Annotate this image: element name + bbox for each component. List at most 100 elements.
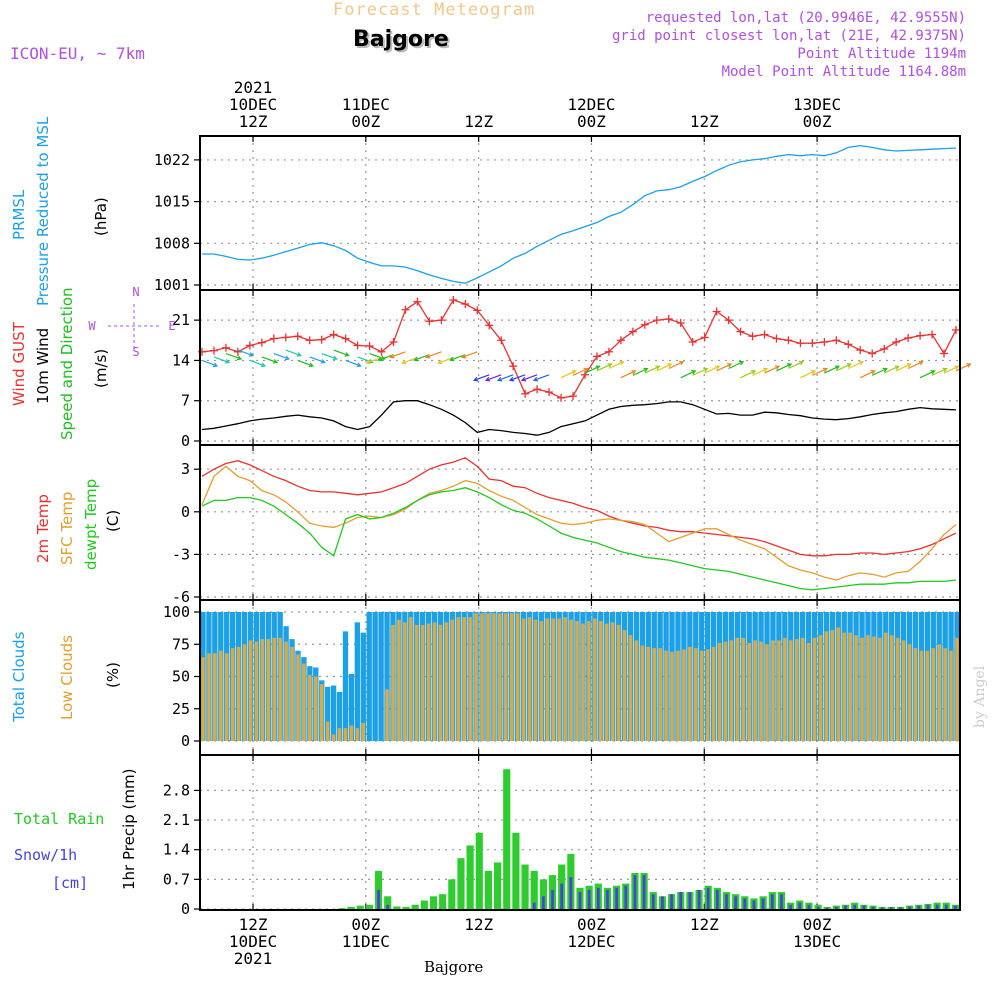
bar-low-clouds [207, 653, 211, 741]
bar-low-clouds [901, 640, 906, 741]
bar-low-clouds [343, 728, 348, 741]
bar-low-clouds [919, 650, 924, 741]
bar-low-clouds [711, 646, 716, 741]
bar-total-clouds [360, 632, 366, 741]
top-time-label: 2021 [234, 78, 273, 97]
prmsl-sublabel: Pressure Reduced to MSL [34, 116, 52, 306]
bar-low-clouds [504, 613, 508, 741]
bar-low-clouds [789, 640, 793, 741]
bar-rain [411, 904, 419, 909]
bar-low-clouds [450, 619, 455, 741]
y-tick-label: 7 [181, 392, 190, 410]
bar-rain [539, 879, 547, 909]
bar-rain [457, 858, 465, 909]
wind-arrow [656, 363, 673, 372]
y-tick-label: 1022 [154, 151, 190, 169]
wind-arrow [668, 360, 685, 370]
compass-letter: S [132, 345, 139, 359]
bar-low-clouds [254, 641, 259, 741]
bar-rain [494, 862, 502, 909]
gust-marker [245, 341, 254, 350]
bar-low-clouds [889, 635, 894, 741]
bar-low-clouds [753, 640, 757, 741]
wind-arrow [461, 351, 478, 359]
bar-snow [596, 887, 600, 909]
bar-snow [770, 894, 774, 909]
bar-snow [835, 906, 838, 909]
wind-arrow [836, 363, 852, 372]
bar-low-clouds [640, 645, 645, 741]
bar-low-clouds [854, 635, 858, 741]
bottom-time-label: 00Z [577, 915, 606, 934]
gust-marker [221, 343, 230, 352]
gust-marker [485, 321, 494, 330]
bar-low-clouds [694, 648, 698, 741]
bar-low-clouds [521, 618, 526, 741]
bar-low-clouds [266, 639, 271, 741]
bar-rain [448, 879, 456, 909]
y-tick-label: 1015 [154, 193, 190, 211]
wind-arrow [449, 354, 466, 362]
wind-arrow [907, 360, 924, 370]
bar-low-clouds [236, 646, 241, 741]
gust-marker [437, 316, 446, 325]
temp2m-label: 2m Temp [34, 494, 52, 563]
gust-label: Wind GUST [10, 322, 28, 406]
wind-arrow [413, 354, 430, 362]
bar-rain [393, 906, 401, 909]
series-line-10m-wind [201, 400, 957, 436]
bottom-time-label: 00Z [803, 915, 832, 934]
bar-low-clouds [290, 646, 294, 741]
bar-low-clouds [842, 632, 846, 741]
bar-snow [816, 906, 820, 909]
bar-total-clouds [378, 612, 384, 741]
wind-arrow [225, 352, 243, 361]
wind-arrow [632, 367, 649, 376]
bar-snow [853, 904, 857, 909]
bar-low-clouds [337, 728, 342, 741]
bar-low-clouds [806, 642, 811, 741]
y-tick-label: 1001 [154, 276, 190, 294]
ms-unit: (m/s) [92, 348, 110, 388]
bar-low-clouds [587, 621, 591, 741]
gust-marker [377, 347, 386, 356]
bar-rain [402, 906, 410, 909]
bar-low-clouds [652, 648, 656, 741]
hpa-unit: (hPa) [92, 197, 110, 236]
y-tick-label: 0.7 [163, 870, 190, 888]
compass-letter: N [132, 285, 139, 299]
gust-marker [449, 296, 458, 304]
gust-marker [940, 349, 949, 358]
bar-snow [670, 894, 673, 909]
bar-snow [697, 889, 701, 909]
gust-marker [209, 346, 218, 355]
bar-low-clouds [699, 650, 704, 741]
gust-marker [281, 333, 290, 342]
bar-low-clouds [319, 684, 324, 741]
wind-arrow [883, 365, 900, 374]
gust-marker [473, 306, 482, 315]
bar-total-clouds [324, 686, 331, 741]
wind-arrow [496, 374, 514, 382]
bar-snow [871, 906, 875, 909]
bar-low-clouds [492, 613, 496, 741]
snow-unit-label: [cm] [52, 874, 89, 892]
panel-frame [199, 754, 961, 911]
top-time-label: 11DEC [342, 95, 390, 114]
wind-arrow [365, 356, 382, 365]
bar-low-clouds [296, 654, 300, 741]
series-line-2m-temp [201, 457, 957, 557]
gust-marker [569, 392, 578, 401]
gust-marker [628, 327, 637, 336]
bar-low-clouds [349, 725, 354, 741]
bar-low-clouds [575, 621, 579, 741]
gust-marker [748, 332, 757, 341]
bar-low-clouds [302, 663, 306, 741]
bar-low-clouds [557, 618, 561, 741]
bar-snow [642, 875, 646, 909]
bar-snow [880, 907, 884, 909]
bar-low-clouds [937, 644, 941, 741]
bar-total-clouds [366, 612, 372, 741]
celsius-unit: (C) [104, 509, 122, 532]
bar-low-clouds [248, 640, 253, 741]
